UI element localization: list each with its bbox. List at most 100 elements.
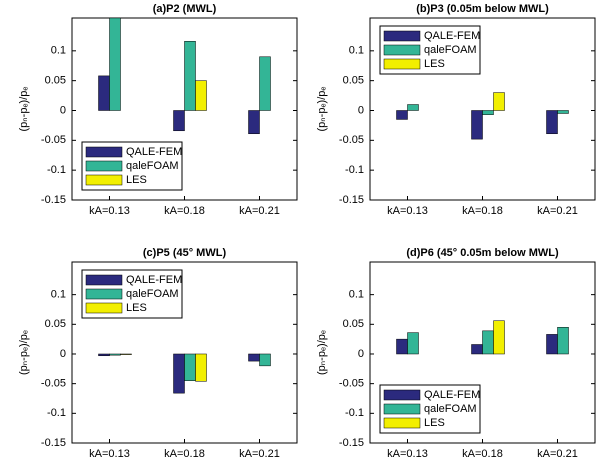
subplot: (d)P6 (45° 0.05m below MWL) (pₙ-pₑ)/pₑ -0.… [316, 247, 596, 460]
legend-swatch [85, 160, 123, 172]
y-tick-label: 0.1 [349, 45, 364, 57]
y-tick-label: 0.05 [45, 318, 66, 330]
chart-title: (d)P6 (45° 0.05m below MWL) [406, 247, 559, 259]
bar [396, 110, 408, 120]
bar [184, 41, 196, 111]
bar [195, 80, 207, 111]
bar [471, 110, 483, 140]
bar [98, 353, 110, 357]
bar [471, 344, 483, 355]
bar [396, 338, 408, 355]
bar [557, 327, 569, 355]
legend-swatch [85, 288, 123, 300]
chart-title: (c)P5 (45° MWL) [143, 247, 227, 259]
y-tick-label: -0.05 [41, 134, 66, 146]
bar [173, 353, 185, 394]
legend-label: LES [126, 302, 147, 314]
subplot: (c)P5 (45° MWL) (pₙ-pₑ)/pₑ -0.15 -0.1 -0.05 0… [18, 247, 298, 460]
bar [493, 92, 505, 111]
legend-label: LES [424, 417, 445, 429]
y-tick-label: 0.05 [45, 75, 66, 87]
x-tick-label: kA=0.13 [387, 205, 428, 217]
legend-label: qaleFOAM [424, 403, 477, 415]
legend-swatch [383, 44, 421, 56]
bar [546, 334, 558, 355]
x-tick-label: kA=0.21 [239, 205, 280, 217]
bars [98, 353, 271, 394]
bars [396, 92, 569, 140]
x-tick-label: kA=0.13 [89, 448, 130, 460]
legend-label: qaleFOAM [126, 288, 179, 300]
legend-swatch [383, 417, 421, 429]
legend: QALE-FEM qaleFOAM LES [379, 384, 481, 434]
y-tick-label: 0.05 [343, 75, 364, 87]
legend-label: QALE-FEM [424, 30, 480, 42]
bar [557, 110, 569, 114]
bar [248, 353, 260, 362]
x-tick-label: kA=0.13 [89, 205, 130, 217]
bar [195, 353, 207, 382]
legend-swatch [383, 403, 421, 415]
legend-label: LES [424, 58, 445, 70]
bar [120, 353, 132, 355]
legend: QALE-FEM qaleFOAM LES [81, 141, 183, 191]
y-tick-label: -0.1 [47, 164, 66, 176]
x-tick-label: kA=0.18 [164, 448, 205, 460]
legend-swatch [85, 274, 123, 286]
bar [173, 110, 185, 132]
legend: QALE-FEM qaleFOAM LES [81, 269, 183, 319]
bar [98, 75, 110, 111]
y-tick-label: 0 [60, 348, 66, 360]
bar [546, 110, 558, 135]
bars [396, 320, 569, 355]
legend-label: qaleFOAM [126, 160, 179, 172]
bar [407, 332, 419, 355]
legend-swatch [383, 58, 421, 70]
y-tick-label: 0 [358, 348, 364, 360]
y-tick-label: 0.1 [349, 289, 364, 301]
bar [184, 353, 196, 381]
legend-label: QALE-FEM [126, 146, 182, 158]
bars [98, 18, 271, 135]
subplot: (a)P2 (MWL) (pₙ-pₑ)/pₑ -0.15 -0.1 -0.05 0 0.05… [18, 3, 298, 217]
y-axis-label: (pₙ-pₑ)/pₑ [316, 330, 328, 375]
bar [109, 353, 121, 356]
x-tick-label: kA=0.21 [537, 205, 578, 217]
legend-label: LES [126, 174, 147, 186]
x-tick-label: kA=0.21 [239, 448, 280, 460]
legend-swatch [383, 30, 421, 42]
x-tick-label: kA=0.21 [537, 448, 578, 460]
legend-label: QALE-FEM [126, 274, 182, 286]
y-axis-label: (pₙ-pₑ)/pₑ [18, 87, 30, 132]
legend-label: qaleFOAM [424, 44, 477, 56]
y-tick-label: -0.05 [41, 378, 66, 390]
bar [248, 110, 260, 135]
bar [493, 320, 505, 355]
legend-swatch [383, 389, 421, 401]
legend-swatch [85, 302, 123, 314]
y-tick-label: 0.1 [51, 45, 66, 57]
y-tick-label: -0.1 [345, 407, 364, 419]
bar [259, 56, 271, 111]
y-axis-label: (pₙ-pₑ)/pₑ [18, 330, 30, 375]
y-tick-label: -0.1 [47, 407, 66, 419]
y-tick-label: -0.05 [339, 134, 364, 146]
y-tick-label: -0.15 [339, 194, 364, 206]
legend-label: QALE-FEM [424, 389, 480, 401]
subplot: (b)P3 (0.05m below MWL) (pₙ-pₑ)/pₑ -0.15 -0… [316, 3, 596, 217]
x-tick-label: kA=0.18 [462, 205, 503, 217]
x-tick-label: kA=0.18 [164, 205, 205, 217]
legend: QALE-FEM qaleFOAM LES [379, 25, 481, 75]
y-tick-label: -0.15 [41, 194, 66, 206]
bar [407, 104, 419, 111]
legend-swatch [85, 174, 123, 186]
y-tick-label: -0.05 [339, 378, 364, 390]
chart-title: (b)P3 (0.05m below MWL) [416, 3, 549, 15]
bar [482, 110, 494, 115]
bar [259, 353, 271, 367]
bar [109, 18, 121, 111]
chart-title: (a)P2 (MWL) [153, 3, 217, 15]
y-tick-label: 0.1 [51, 289, 66, 301]
y-tick-label: -0.1 [345, 164, 364, 176]
